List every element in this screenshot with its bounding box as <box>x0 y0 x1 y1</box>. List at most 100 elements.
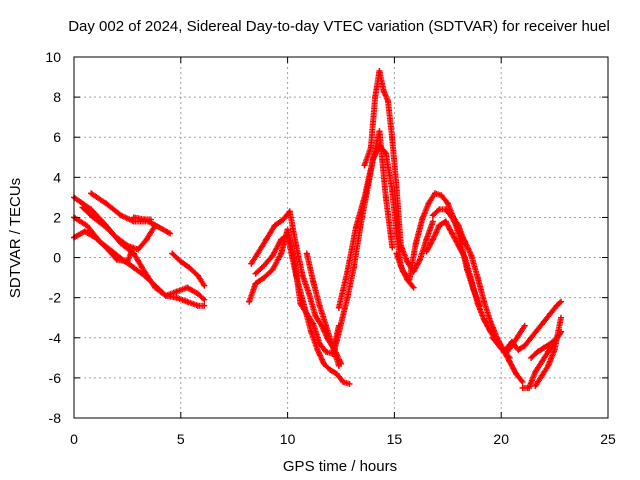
data-point <box>184 298 191 305</box>
data-point <box>389 244 396 251</box>
data-point <box>194 302 201 309</box>
data-point <box>380 88 387 95</box>
axis-ticks: 0 5 10 15 20 25 -8 -6 -4 -2 0 2 4 6 8 10 <box>45 49 616 447</box>
data-point <box>113 234 120 241</box>
data-point <box>540 318 547 325</box>
data-point <box>545 348 552 355</box>
data-point <box>117 212 124 219</box>
data-point <box>431 190 438 197</box>
data-point <box>528 334 535 341</box>
data-point <box>496 342 503 349</box>
data-point <box>376 68 383 75</box>
data-point <box>519 378 526 385</box>
data-point <box>538 358 545 365</box>
data-point <box>314 346 321 353</box>
y-tick-label: -2 <box>49 290 62 306</box>
data-point <box>545 362 552 369</box>
data-point <box>83 222 90 229</box>
data-point <box>534 326 541 333</box>
data-point <box>551 346 558 353</box>
y-tick-label: -4 <box>49 330 62 346</box>
data-point <box>173 288 180 295</box>
data-point <box>423 248 430 255</box>
data-point <box>399 268 406 275</box>
data-point <box>333 370 340 377</box>
data-point <box>316 302 323 309</box>
data-point <box>346 380 353 387</box>
data-point <box>177 258 184 265</box>
data-point <box>412 240 419 247</box>
y-tick-label: 4 <box>53 169 61 185</box>
data-point <box>100 222 107 229</box>
data-point <box>340 378 347 385</box>
data-point <box>384 98 391 105</box>
series-track-22 <box>532 314 565 389</box>
series-track-6 <box>130 214 154 223</box>
data-point <box>124 242 131 249</box>
data-point <box>152 282 159 289</box>
data-point <box>173 294 180 301</box>
data-point <box>455 242 462 249</box>
y-tick-label: 8 <box>53 89 61 105</box>
data-point <box>293 242 300 249</box>
data-point <box>532 368 539 375</box>
data-point <box>553 302 560 309</box>
data-point <box>461 240 468 247</box>
data-point <box>201 302 208 309</box>
x-tick-label: 25 <box>600 431 616 447</box>
data-point <box>261 262 268 269</box>
y-tick-label: 2 <box>53 209 61 225</box>
data-point <box>547 310 554 317</box>
data-point <box>532 382 539 389</box>
data-point <box>335 304 342 311</box>
data-point <box>88 190 95 197</box>
data-point <box>201 282 208 289</box>
data-point <box>389 136 396 143</box>
data-point <box>103 244 110 251</box>
data-point <box>367 144 374 151</box>
series-track-10 <box>252 232 353 387</box>
data-point <box>286 208 293 215</box>
data-point <box>327 366 334 373</box>
data-point <box>263 236 270 243</box>
data-point <box>438 192 445 199</box>
data-point <box>323 348 330 355</box>
x-tick-label: 0 <box>70 431 78 447</box>
data-point <box>540 344 547 351</box>
data-point <box>169 250 176 257</box>
y-tick-label: -6 <box>49 370 62 386</box>
data-point <box>558 328 565 335</box>
data-point <box>404 258 411 265</box>
data-point <box>521 342 528 349</box>
data-point <box>184 284 191 291</box>
data-point <box>278 236 285 243</box>
series-track-23 <box>528 328 565 361</box>
data-point <box>194 272 201 279</box>
data-point <box>534 348 541 355</box>
data-point <box>519 384 526 391</box>
data-point <box>252 270 259 277</box>
data-point <box>449 212 456 219</box>
data-point <box>278 250 285 257</box>
data-point <box>382 194 389 201</box>
series-track-5 <box>79 204 159 253</box>
data-point <box>167 230 174 237</box>
data-point <box>344 268 351 275</box>
data-point <box>90 214 97 221</box>
series-track-13 <box>335 128 396 311</box>
data-point <box>481 298 488 305</box>
x-tick-label: 10 <box>280 431 296 447</box>
data-point <box>310 278 317 285</box>
series-track-7 <box>169 250 208 289</box>
data-point <box>429 212 436 219</box>
data-point <box>331 346 338 353</box>
data-point <box>528 354 535 361</box>
data-point <box>468 276 475 283</box>
data-point <box>350 264 357 271</box>
data-point <box>156 224 163 231</box>
data-point <box>442 206 449 213</box>
data-point <box>252 280 259 287</box>
data-point <box>521 322 528 329</box>
